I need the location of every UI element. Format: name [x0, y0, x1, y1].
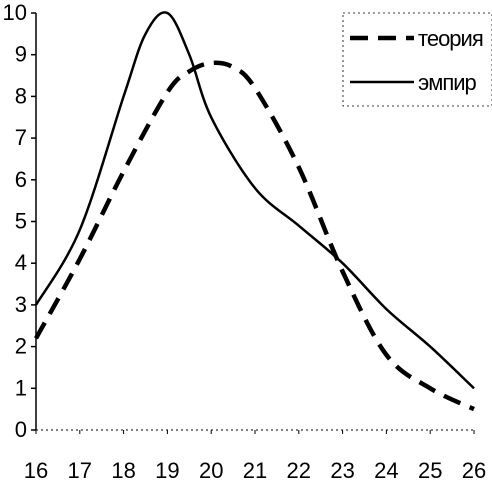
x-tick-label: 20: [199, 458, 223, 483]
x-tick-label: 16: [24, 458, 48, 483]
series-line-teoriya: [34, 60, 475, 412]
y-tick-label: 7: [15, 125, 27, 150]
x-tick-label: 17: [68, 458, 92, 483]
legend-box: [342, 12, 492, 107]
y-tick-label: 9: [15, 42, 27, 67]
legend-item-teoriya-label: теория: [418, 26, 483, 51]
x-tick-label: 26: [462, 458, 486, 483]
x-tick-label: 18: [111, 458, 135, 483]
x-tick-label: 19: [155, 458, 179, 483]
y-tick-label: 0: [15, 417, 27, 442]
x-tick-label: 25: [418, 458, 442, 483]
x-tick-label: 24: [374, 458, 398, 483]
y-tick-label: 5: [15, 209, 27, 234]
x-tick-label: 23: [330, 458, 354, 483]
y-tick-label: 6: [15, 167, 27, 192]
y-tick-label: 10: [3, 0, 27, 25]
y-tick-label: 4: [15, 250, 27, 275]
y-tick-label: 8: [15, 83, 27, 108]
legend-item-empir-label: эмпир: [418, 70, 477, 95]
plot-area: [34, 11, 475, 412]
y-tick-label: 1: [15, 375, 27, 400]
x-tick-label: 22: [287, 458, 311, 483]
x-tick-label: 21: [243, 458, 267, 483]
y-tick-label: 2: [15, 334, 27, 359]
series-line-empir: [34, 11, 475, 390]
legend: теория эмпир: [342, 12, 492, 107]
y-tick-label: 3: [15, 292, 27, 317]
